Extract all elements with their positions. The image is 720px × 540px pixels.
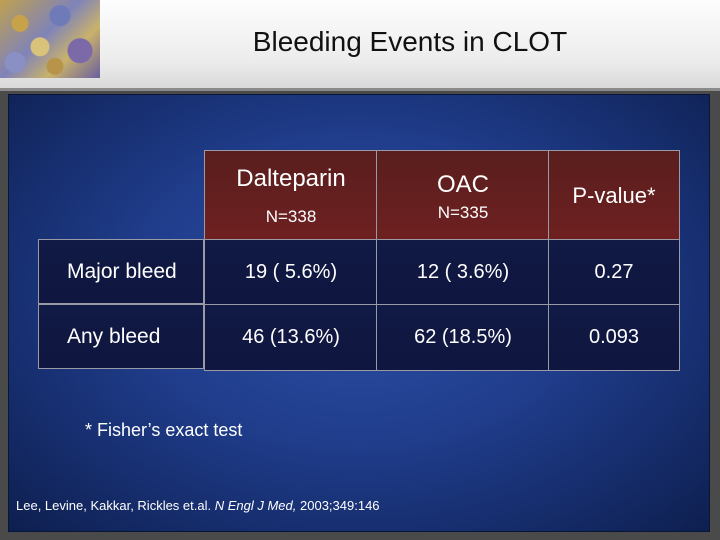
footnote: * Fisher’s exact test <box>85 420 243 440</box>
cell-any-oac: 62 (18.5%) <box>376 304 550 371</box>
column-header-pvalue: P-value* <box>548 150 680 240</box>
column-header-dalteparin: Dalteparin N=338 <box>204 150 378 240</box>
column-header-name: OAC <box>436 171 489 198</box>
column-header-name: P-value* <box>572 183 656 208</box>
column-header-n: N=335 <box>437 203 489 222</box>
cell-any-pvalue: 0.093 <box>548 304 680 371</box>
citation-details: 2003;349:146 <box>300 498 380 513</box>
row-label-any-bleed: Any bleed <box>38 304 204 369</box>
header-divider <box>0 88 720 91</box>
column-header-n: N=338 <box>265 207 317 226</box>
cell-major-oac: 12 ( 3.6%) <box>376 239 550 306</box>
slide-header: Bleeding Events in CLOT <box>0 0 720 88</box>
row-label-major-bleed: Major bleed <box>38 239 204 304</box>
cell-major-pvalue: 0.27 <box>548 239 680 306</box>
cell-major-dalteparin: 19 ( 5.6%) <box>204 239 378 306</box>
logo-image <box>0 0 100 78</box>
citation-authors: Lee, Levine, Kakkar, Rickles et.al. <box>16 498 212 513</box>
citation: Lee, Levine, Kakkar, Rickles et.al. N En… <box>16 498 380 513</box>
cell-any-dalteparin: 46 (13.6%) <box>204 304 378 371</box>
citation-journal: N Engl J Med, <box>214 498 297 513</box>
slide-title: Bleeding Events in CLOT <box>252 26 568 57</box>
column-header-oac: OAC N=335 <box>376 150 550 240</box>
column-header-name: Dalteparin <box>236 165 346 192</box>
